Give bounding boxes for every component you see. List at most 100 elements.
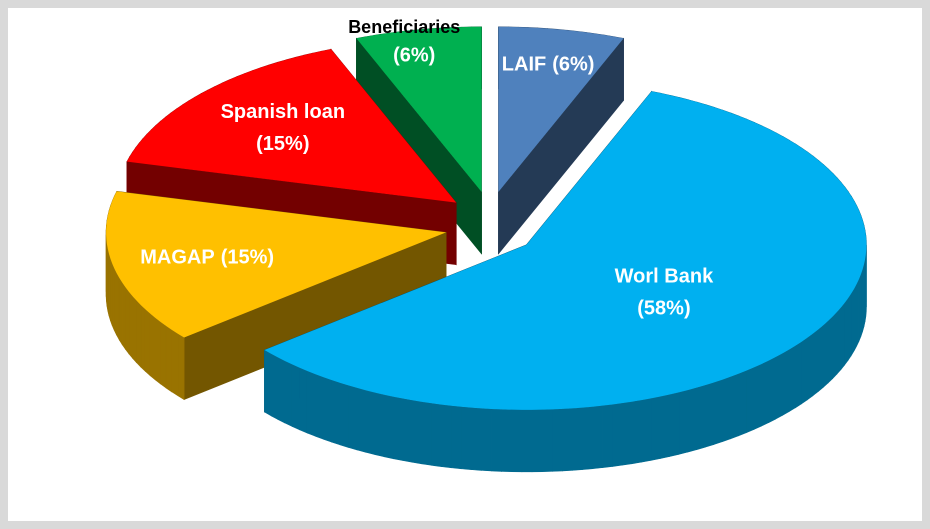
slice-side: [850, 287, 855, 357]
slice-side: [836, 306, 842, 375]
slice-side: [441, 404, 452, 469]
slice-side: [149, 312, 156, 381]
slice-side: [582, 406, 593, 470]
slice-side: [451, 405, 462, 470]
slice-side: [592, 405, 603, 470]
slice-side: [775, 352, 783, 420]
slice-side: [753, 363, 762, 430]
slice-side: [501, 409, 513, 472]
slice-side: [322, 376, 332, 443]
category-label: Beneficiaries: [348, 17, 460, 37]
category-label: Worl Bank: [615, 266, 714, 288]
data-label: MAGAP (15%): [140, 247, 274, 269]
slice-side: [314, 373, 324, 440]
value-label: (15%): [221, 247, 274, 269]
data-label: LAIF (6%): [502, 54, 595, 76]
slice-side: [177, 333, 185, 401]
slice-side: [306, 370, 316, 437]
slice-side: [696, 384, 706, 451]
slice-side: [291, 363, 300, 431]
slice-side: [641, 398, 652, 463]
slice-side: [299, 367, 308, 434]
slice-side: [481, 408, 492, 472]
slice-side: [572, 407, 583, 471]
slice-side: [782, 349, 790, 416]
slice-side: [730, 373, 739, 440]
slice-side: [264, 349, 272, 417]
category-label: LAIF: [502, 54, 546, 76]
value-label: (6%): [393, 44, 435, 66]
slice-side: [768, 356, 776, 424]
slice: [264, 90, 867, 473]
slice-side: [374, 392, 385, 458]
slice-side: [521, 409, 533, 473]
category-label: MAGAP: [140, 247, 214, 269]
slice-side: [140, 304, 146, 372]
slice-side: [165, 325, 173, 393]
slice-side: [128, 290, 133, 359]
slice-side: [832, 311, 838, 380]
slice-side: [650, 396, 661, 461]
slice-side: [853, 283, 857, 351]
slice-side: [331, 379, 341, 446]
slice-side: [511, 409, 523, 473]
slice-side: [412, 399, 423, 465]
slice: [498, 26, 624, 255]
slice-side: [531, 409, 543, 473]
slice-side: [844, 297, 849, 366]
slice-side: [461, 406, 472, 470]
slice-side: [856, 279, 860, 347]
slice-side: [431, 402, 442, 467]
slice-side: [840, 302, 845, 371]
slice-side: [116, 271, 120, 341]
slice-side: [491, 408, 502, 472]
slice-side: [738, 370, 747, 437]
slice-side: [746, 366, 755, 434]
slice-top: [126, 49, 457, 203]
value-label: (6%): [552, 54, 594, 76]
slice-side: [551, 408, 563, 472]
slice-side: [721, 376, 731, 443]
slice-side: [847, 292, 852, 362]
slice-side: [121, 281, 126, 350]
slice: [105, 190, 447, 401]
slice-side: [705, 382, 715, 448]
slice-top: [356, 26, 482, 192]
slice-side: [562, 407, 573, 472]
category-label: Spanish loan: [221, 101, 345, 123]
slice-side: [631, 399, 642, 465]
slice-side: [393, 396, 404, 461]
slice-side: [801, 337, 808, 405]
slice-side: [365, 389, 376, 455]
slice-side: [602, 404, 613, 468]
slice-side: [817, 324, 824, 393]
value-label: (58%): [637, 298, 690, 320]
slice-side: [761, 360, 769, 427]
slice-side: [713, 379, 723, 445]
slice-side: [807, 333, 814, 401]
slice-side: [171, 329, 179, 397]
slice-side: [339, 382, 349, 448]
slice-side: [383, 394, 394, 460]
slice-side: [669, 391, 680, 457]
slice-side: [678, 389, 689, 455]
slice-side: [827, 315, 833, 384]
slice-side: [402, 398, 413, 463]
slice-top: [106, 191, 447, 338]
slice-side: [471, 407, 482, 471]
slice-side: [660, 394, 670, 459]
slice-side: [823, 320, 829, 388]
slice-side: [788, 345, 796, 413]
slice-side: [160, 321, 167, 389]
slice-side: [270, 353, 279, 420]
slice-side: [277, 356, 286, 424]
slice-side: [421, 401, 433, 466]
slice-side: [795, 341, 802, 409]
slice-side: [541, 409, 553, 472]
slice-side: [284, 360, 293, 427]
slice-side: [124, 286, 130, 355]
slice-side: [132, 295, 137, 364]
slice-top: [498, 26, 624, 192]
value-label: (15%): [256, 133, 309, 155]
